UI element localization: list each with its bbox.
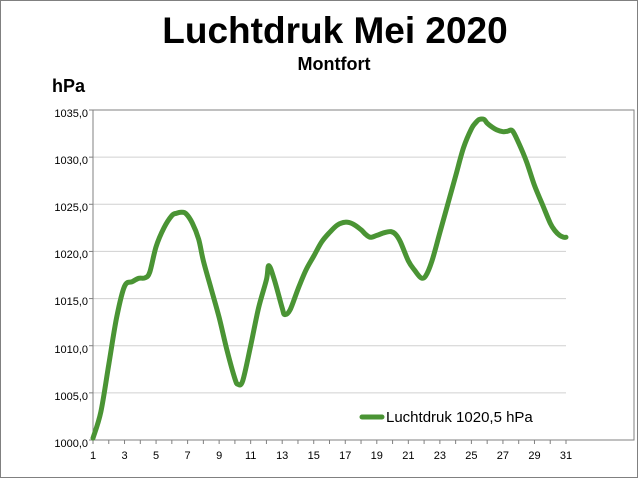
- svg-text:1015,0: 1015,0: [54, 296, 88, 308]
- svg-text:3: 3: [121, 450, 127, 462]
- svg-text:31: 31: [560, 450, 572, 462]
- svg-text:1025,0: 1025,0: [54, 202, 88, 214]
- svg-text:9: 9: [216, 450, 222, 462]
- svg-text:13: 13: [276, 450, 288, 462]
- svg-text:5: 5: [153, 450, 159, 462]
- svg-text:1010,0: 1010,0: [54, 344, 88, 356]
- svg-text:17: 17: [339, 450, 351, 462]
- svg-text:25: 25: [465, 450, 477, 462]
- svg-text:29: 29: [528, 450, 540, 462]
- svg-text:Luchtdruk 1020,5 hPa: Luchtdruk 1020,5 hPa: [386, 409, 533, 426]
- svg-text:15: 15: [308, 450, 320, 462]
- svg-text:1020,0: 1020,0: [54, 249, 88, 261]
- svg-text:1030,0: 1030,0: [54, 155, 88, 167]
- svg-text:1035,0: 1035,0: [54, 108, 88, 120]
- svg-text:11: 11: [245, 450, 256, 462]
- svg-text:1000,0: 1000,0: [54, 438, 88, 450]
- svg-text:7: 7: [185, 450, 191, 462]
- svg-text:1: 1: [90, 450, 96, 462]
- svg-text:1005,0: 1005,0: [54, 391, 88, 403]
- svg-text:21: 21: [402, 450, 414, 462]
- svg-text:19: 19: [371, 450, 383, 462]
- svg-text:27: 27: [497, 450, 509, 462]
- svg-text:23: 23: [434, 450, 446, 462]
